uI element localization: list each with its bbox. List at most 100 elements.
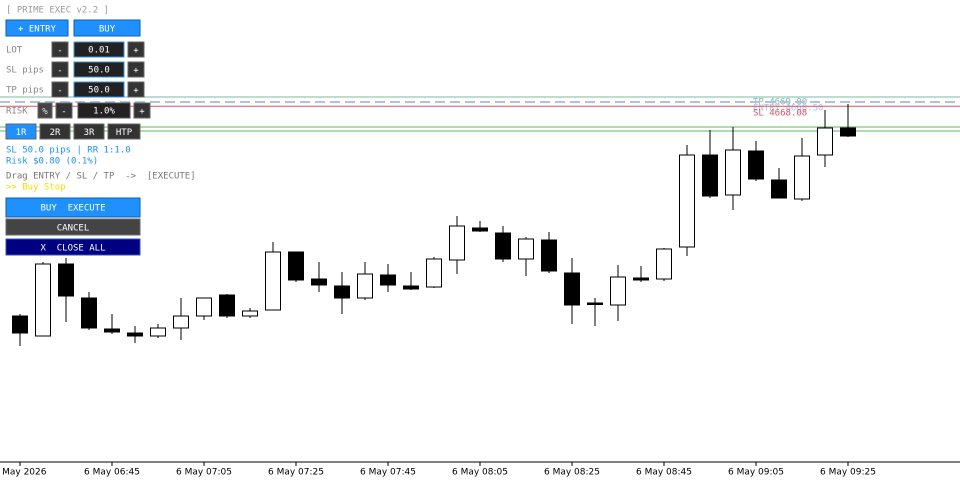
candle-body xyxy=(495,232,511,260)
close-all-button[interactable] xyxy=(5,238,141,256)
x-tick-label: 6 May 2026 xyxy=(0,468,47,478)
mode-button-label[interactable]: BUY xyxy=(99,25,116,35)
rr-button[interactable] xyxy=(73,123,105,140)
x-tick-label: 6 May 09:05 xyxy=(728,468,784,478)
value-text[interactable]: 50.0 xyxy=(88,66,110,76)
candle-body xyxy=(150,327,166,337)
candle-body xyxy=(656,248,672,280)
plus-button-label[interactable]: + xyxy=(139,107,145,117)
plus-button[interactable] xyxy=(133,102,151,119)
candle-body xyxy=(288,251,304,281)
plus-button-label[interactable]: + xyxy=(133,66,139,76)
x-tick-label: 6 May 08:45 xyxy=(636,468,692,478)
minus-button[interactable] xyxy=(55,102,73,119)
plus-button[interactable] xyxy=(127,61,145,78)
rr-button-label[interactable]: 2R xyxy=(50,128,61,138)
value-text[interactable]: 50.0 xyxy=(88,86,110,96)
unit-button[interactable] xyxy=(37,102,53,119)
row-label: RISK xyxy=(6,107,28,117)
candle-body xyxy=(610,276,626,306)
x-tick-label: 6 May 06:45 xyxy=(84,468,140,478)
row-label: TP pips xyxy=(6,86,44,96)
hint-text: Drag ENTRY / SL / TP -> [EXECUTE] xyxy=(6,172,196,182)
candle-body xyxy=(633,277,649,281)
candle-body xyxy=(541,239,557,272)
level-label: SL 4668.08 xyxy=(753,109,807,119)
value-text[interactable]: 0.01 xyxy=(88,46,110,56)
candle-body xyxy=(472,227,488,232)
candle-body xyxy=(449,225,465,261)
unit-button-label[interactable]: % xyxy=(42,107,48,117)
execute-button[interactable] xyxy=(5,197,141,218)
minus-button-label[interactable]: - xyxy=(57,46,62,56)
rr-button-label[interactable]: HTP xyxy=(116,128,133,138)
cancel-button-label[interactable]: CANCEL xyxy=(57,224,90,234)
rr-button[interactable] xyxy=(39,123,71,140)
candle-body xyxy=(173,315,189,329)
row-label: LOT xyxy=(6,46,23,56)
rr-button[interactable] xyxy=(107,123,141,140)
execute-label[interactable]: BUY EXECUTE xyxy=(40,204,105,214)
x-tick-label: 6 May 07:25 xyxy=(268,468,324,478)
mode-button[interactable] xyxy=(5,19,69,37)
minus-button[interactable] xyxy=(51,61,69,78)
candle-body xyxy=(748,150,764,180)
rr-button-label[interactable]: 1R xyxy=(16,128,27,138)
candle-body xyxy=(840,127,856,137)
candle-body xyxy=(403,285,419,290)
candle-body xyxy=(587,302,603,305)
rr-button-label[interactable]: 3R xyxy=(84,128,95,138)
candle-body xyxy=(702,154,718,197)
value-text[interactable]: 1.0% xyxy=(93,107,115,117)
info-text: Risk $0.80 (0.1%) xyxy=(6,157,98,167)
candle-body xyxy=(564,272,580,306)
x-tick-label: 6 May 09:25 xyxy=(820,468,876,478)
plus-button[interactable] xyxy=(127,81,145,98)
rr-button[interactable] xyxy=(5,123,37,140)
level-label: ENTRY 4668.50 xyxy=(753,104,823,114)
candle-body xyxy=(771,179,787,199)
candle-body xyxy=(81,297,97,329)
candle-body xyxy=(426,258,442,288)
candle-body xyxy=(265,251,281,311)
candle-body xyxy=(219,294,235,317)
minus-button[interactable] xyxy=(51,41,69,58)
minus-button-label[interactable]: - xyxy=(61,107,66,117)
candle-body xyxy=(311,278,327,286)
value-box[interactable] xyxy=(77,102,131,119)
candle-body xyxy=(794,155,810,200)
value-box[interactable] xyxy=(73,61,125,78)
mode-button[interactable] xyxy=(73,19,141,37)
candle-body xyxy=(679,154,695,248)
plus-button[interactable] xyxy=(127,41,145,58)
minus-button[interactable] xyxy=(51,81,69,98)
candle-body xyxy=(725,149,741,196)
x-tick-label: 6 May 08:05 xyxy=(452,468,508,478)
candle-body xyxy=(127,332,143,337)
candle-body xyxy=(242,310,258,317)
x-tick-label: 6 May 08:25 xyxy=(544,468,600,478)
plus-button-label[interactable]: + xyxy=(133,46,139,56)
candle-body xyxy=(518,238,534,260)
minus-button-label[interactable]: - xyxy=(57,86,62,96)
row-label: SL pips xyxy=(6,66,44,76)
panel-title: [ PRIME EXEC v2.2 ] xyxy=(6,6,109,16)
close-all-button-label[interactable]: X CLOSE ALL xyxy=(40,244,105,254)
value-box[interactable] xyxy=(73,81,125,98)
x-tick-label: 6 May 07:45 xyxy=(360,468,416,478)
candle-body xyxy=(35,263,51,337)
plus-button-label[interactable]: + xyxy=(133,86,139,96)
x-tick-label: 6 May 07:05 xyxy=(176,468,232,478)
value-box[interactable] xyxy=(73,41,125,58)
candle-body xyxy=(817,127,833,156)
candle-body xyxy=(58,263,74,297)
candle-body xyxy=(334,285,350,299)
candle-body xyxy=(196,297,212,317)
cancel-button[interactable] xyxy=(5,218,141,236)
minus-button-label[interactable]: - xyxy=(57,66,62,76)
order-type: >> Buy Stop xyxy=(6,183,66,193)
mode-button-label[interactable]: + ENTRY xyxy=(18,25,57,35)
info-text: SL 50.0 pips | RR 1:1.0 xyxy=(6,146,131,156)
candle-body xyxy=(380,274,396,286)
